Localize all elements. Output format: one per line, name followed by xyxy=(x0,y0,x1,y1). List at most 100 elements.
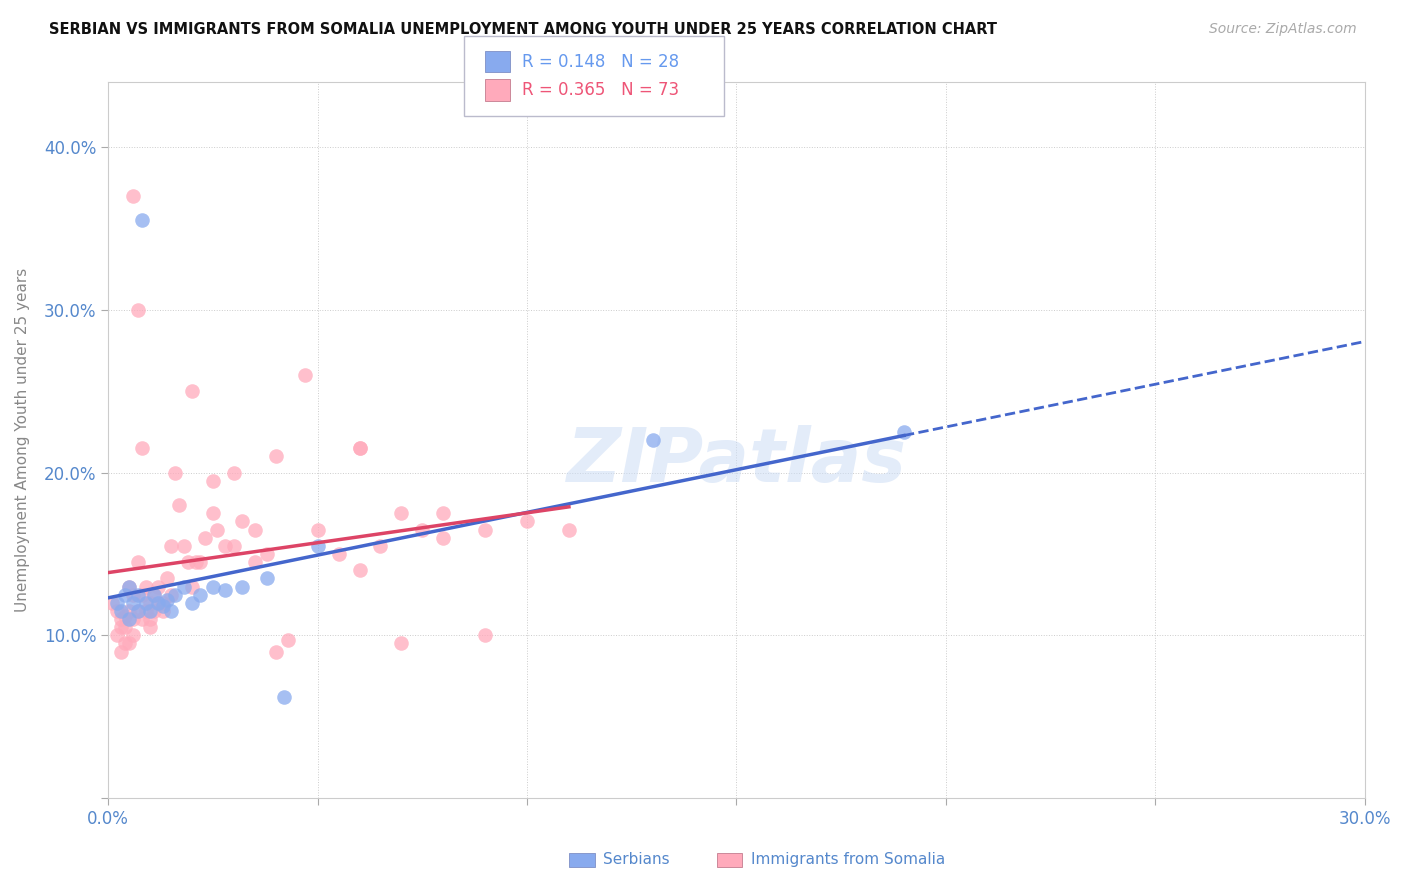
Point xyxy=(243,523,266,537)
Point xyxy=(122,596,145,610)
Point xyxy=(177,555,200,569)
Point xyxy=(139,596,162,610)
Point xyxy=(411,523,433,537)
Point xyxy=(294,368,316,382)
Point xyxy=(256,571,278,585)
Point xyxy=(131,213,153,227)
Point xyxy=(160,604,183,618)
Point xyxy=(558,523,581,537)
Point xyxy=(127,588,149,602)
Point xyxy=(432,506,454,520)
Point xyxy=(193,531,215,545)
Point xyxy=(264,450,287,464)
Point xyxy=(156,571,179,585)
Point xyxy=(110,612,132,626)
Point xyxy=(181,384,204,399)
Point xyxy=(188,555,211,569)
Point xyxy=(118,604,141,618)
Point xyxy=(205,523,228,537)
Text: Serbians: Serbians xyxy=(603,853,669,867)
Point xyxy=(110,620,132,634)
Point xyxy=(105,628,128,642)
Point xyxy=(256,547,278,561)
Point xyxy=(214,539,236,553)
Point xyxy=(181,596,204,610)
Point xyxy=(349,441,371,455)
Point xyxy=(127,604,149,618)
Point xyxy=(122,189,145,203)
Point xyxy=(188,588,211,602)
Point xyxy=(307,523,329,537)
Point xyxy=(641,433,664,447)
Point xyxy=(152,599,174,613)
Point xyxy=(160,539,183,553)
Point xyxy=(127,604,149,618)
Point xyxy=(181,580,204,594)
Point xyxy=(201,580,224,594)
Point xyxy=(143,588,166,602)
Point xyxy=(231,580,253,594)
Text: ZIPatlas: ZIPatlas xyxy=(567,425,907,498)
Point xyxy=(127,302,149,317)
Point xyxy=(201,506,224,520)
Point xyxy=(389,506,412,520)
Point xyxy=(127,555,149,569)
Point xyxy=(389,636,412,650)
Point xyxy=(114,620,136,634)
Point xyxy=(139,612,162,626)
Point xyxy=(893,425,915,439)
Point xyxy=(135,580,157,594)
Point xyxy=(122,612,145,626)
Point xyxy=(139,620,162,634)
Point xyxy=(105,596,128,610)
Point xyxy=(110,645,132,659)
Point xyxy=(201,474,224,488)
Point xyxy=(122,628,145,642)
Point xyxy=(222,466,245,480)
Point xyxy=(264,645,287,659)
Point xyxy=(370,539,392,553)
Point xyxy=(114,636,136,650)
Point xyxy=(173,539,195,553)
Point xyxy=(516,515,538,529)
Point xyxy=(135,596,157,610)
Point xyxy=(173,580,195,594)
Point xyxy=(349,563,371,577)
Point xyxy=(148,596,170,610)
Point xyxy=(114,608,136,623)
Y-axis label: Unemployment Among Youth under 25 years: Unemployment Among Youth under 25 years xyxy=(15,268,30,612)
Text: Immigrants from Somalia: Immigrants from Somalia xyxy=(751,853,945,867)
Point xyxy=(277,633,299,648)
Point xyxy=(222,539,245,553)
Point xyxy=(156,592,179,607)
Point xyxy=(148,580,170,594)
Point xyxy=(143,604,166,618)
Text: SERBIAN VS IMMIGRANTS FROM SOMALIA UNEMPLOYMENT AMONG YOUTH UNDER 25 YEARS CORRE: SERBIAN VS IMMIGRANTS FROM SOMALIA UNEMP… xyxy=(49,22,997,37)
Point xyxy=(349,441,371,455)
Point xyxy=(122,588,145,602)
Point xyxy=(432,531,454,545)
Text: Source: ZipAtlas.com: Source: ZipAtlas.com xyxy=(1209,22,1357,37)
Point xyxy=(152,596,174,610)
Point xyxy=(165,588,187,602)
Point xyxy=(165,466,187,480)
Text: R = 0.365   N = 73: R = 0.365 N = 73 xyxy=(522,81,679,99)
Point xyxy=(110,604,132,618)
Point xyxy=(307,539,329,553)
Point xyxy=(114,588,136,602)
Text: R = 0.148   N = 28: R = 0.148 N = 28 xyxy=(522,53,679,70)
Point xyxy=(118,580,141,594)
Point xyxy=(160,588,183,602)
Point xyxy=(118,580,141,594)
Point xyxy=(131,441,153,455)
Point xyxy=(143,588,166,602)
Point xyxy=(152,604,174,618)
Point xyxy=(131,612,153,626)
Point xyxy=(328,547,350,561)
Point xyxy=(169,498,191,512)
Point xyxy=(186,555,208,569)
Point xyxy=(474,523,496,537)
Point xyxy=(243,555,266,569)
Point xyxy=(118,636,141,650)
Point xyxy=(231,515,253,529)
